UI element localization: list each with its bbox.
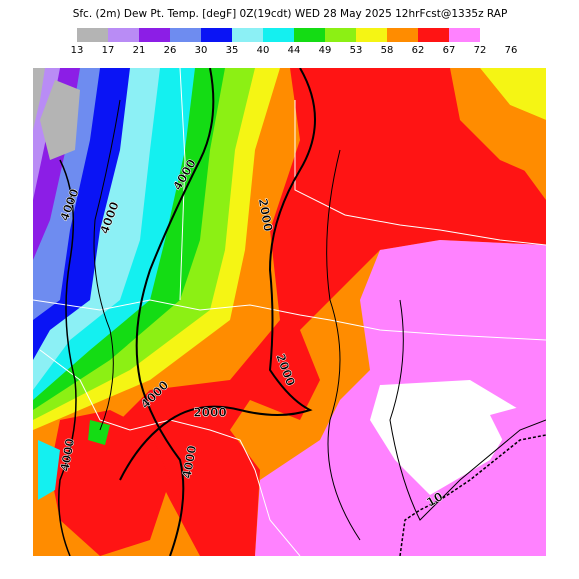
legend-swatch bbox=[294, 28, 325, 42]
contour-line bbox=[399, 434, 546, 556]
legend-swatch bbox=[449, 28, 480, 42]
legend-label: 35 bbox=[226, 45, 239, 56]
contour-line bbox=[58, 159, 77, 556]
legend-swatch bbox=[418, 28, 449, 42]
legend-label: 17 bbox=[102, 45, 115, 56]
state-border bbox=[33, 299, 546, 341]
state-border bbox=[179, 68, 186, 301]
dewpoint-region bbox=[370, 380, 520, 495]
legend-label: 72 bbox=[474, 45, 487, 56]
dewpoint-region bbox=[120, 68, 546, 556]
contour-label: 2000 bbox=[193, 406, 226, 420]
legend-swatch bbox=[325, 28, 356, 42]
contour-line bbox=[119, 68, 316, 481]
legend-swatch bbox=[77, 28, 108, 42]
dewpoint-region bbox=[38, 440, 60, 500]
legend-label: 13 bbox=[71, 45, 84, 56]
dewpoint-region bbox=[480, 68, 546, 120]
legend-label: 58 bbox=[381, 45, 394, 56]
legend-label: 53 bbox=[350, 45, 363, 56]
legend-label: 44 bbox=[288, 45, 301, 56]
contour-line bbox=[135, 68, 215, 556]
contour-line bbox=[389, 299, 546, 521]
dewpoint-region bbox=[40, 80, 80, 160]
contour-label: 4000 bbox=[58, 437, 78, 472]
dewpoint-region bbox=[88, 420, 110, 445]
legend-swatch bbox=[108, 28, 139, 42]
legend-swatch bbox=[480, 28, 511, 42]
contour-label: 2000 bbox=[256, 197, 276, 232]
color-legend: 13 17 21 26 30 35 40 44 49 53 58 62 67 72 76 bbox=[71, 28, 518, 56]
contour-label: 4000 bbox=[180, 444, 200, 479]
overlays bbox=[33, 68, 546, 556]
legend-label: 67 bbox=[443, 45, 456, 56]
legend-label: 62 bbox=[412, 45, 425, 56]
legend-swatch bbox=[387, 28, 418, 42]
legend-swatch bbox=[170, 28, 201, 42]
map bbox=[33, 68, 546, 556]
legend-label: 40 bbox=[257, 45, 270, 56]
country-border bbox=[39, 349, 301, 556]
dewpoint-region bbox=[450, 68, 546, 180]
legend-swatch bbox=[263, 28, 294, 42]
state-border bbox=[294, 100, 546, 246]
dewpoint-region bbox=[33, 68, 45, 130]
legend-swatch bbox=[139, 28, 170, 42]
legend-swatch bbox=[201, 28, 232, 42]
legend-label: 26 bbox=[164, 45, 177, 56]
legend-swatch bbox=[356, 28, 387, 42]
legend-label: 21 bbox=[133, 45, 146, 56]
legend-label: 49 bbox=[319, 45, 332, 56]
contour-line bbox=[326, 149, 361, 541]
legend-label: 76 bbox=[505, 45, 518, 56]
dewpoint-region bbox=[490, 400, 546, 470]
contour-line bbox=[93, 99, 121, 431]
legend-swatch bbox=[232, 28, 263, 42]
map-title: Sfc. (2m) Dew Pt. Temp. [degF] 0Z(19cdt)… bbox=[73, 8, 508, 20]
legend-label: 30 bbox=[195, 45, 208, 56]
